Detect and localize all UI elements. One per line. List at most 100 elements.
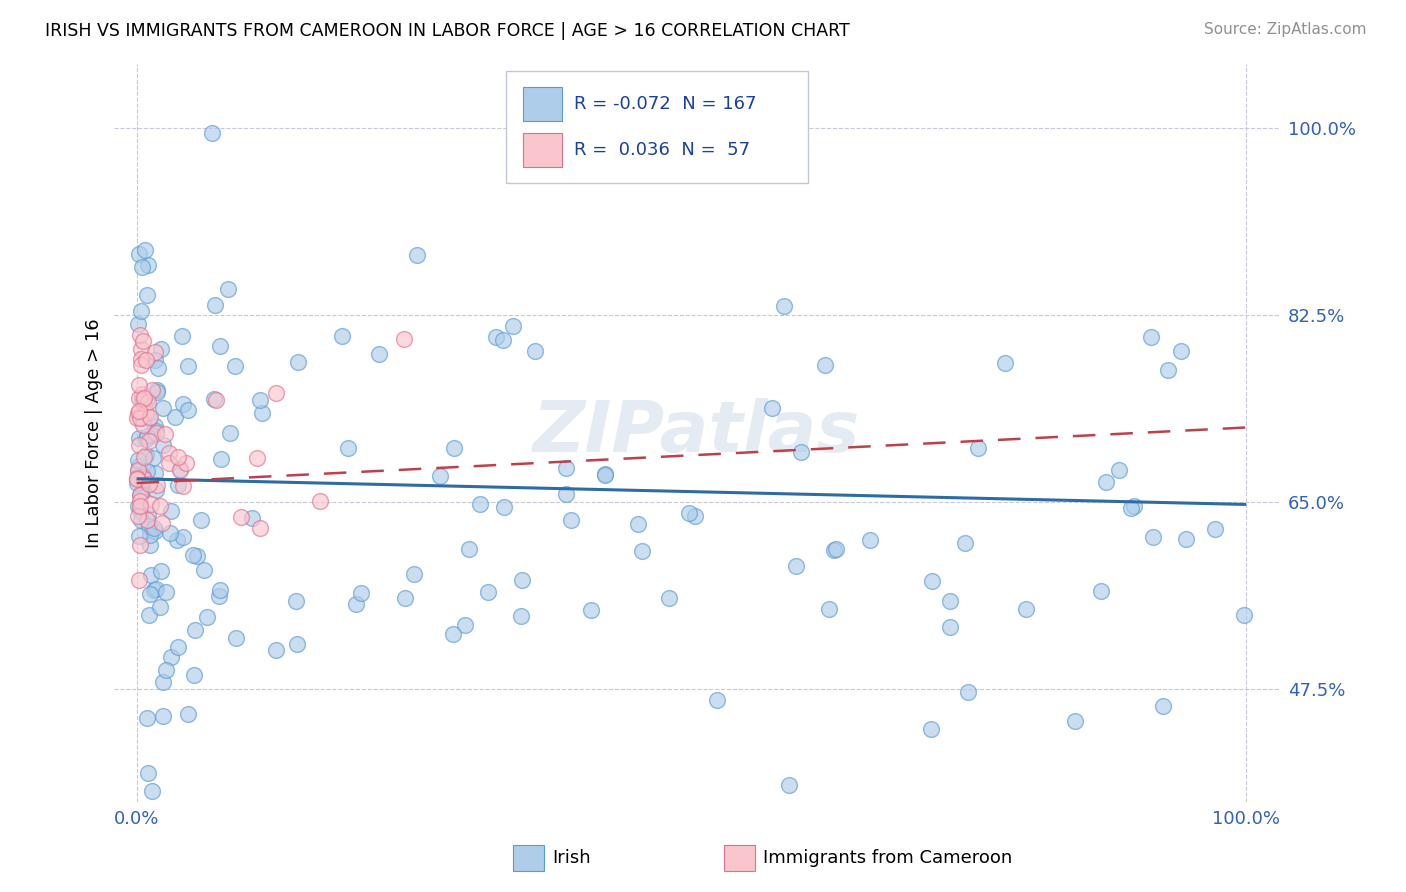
Point <box>190 513 212 527</box>
Point <box>128 493 150 508</box>
Point <box>128 247 150 261</box>
Point <box>773 299 796 313</box>
Point <box>193 563 215 577</box>
Point <box>172 531 194 545</box>
Point <box>177 403 200 417</box>
Point <box>134 391 156 405</box>
Point <box>127 453 149 467</box>
Point <box>627 516 650 531</box>
Point <box>443 441 465 455</box>
Point <box>132 418 155 433</box>
Point <box>264 385 287 400</box>
Point <box>368 347 391 361</box>
Point <box>172 397 194 411</box>
Point <box>142 521 165 535</box>
Point <box>554 460 576 475</box>
Point <box>128 431 150 445</box>
Text: IRISH VS IMMIGRANTS FROM CAMEROON IN LABOR FORCE | AGE > 16 CORRELATION CHART: IRISH VS IMMIGRANTS FROM CAMEROON IN LAB… <box>45 22 849 40</box>
Point <box>138 607 160 622</box>
Point <box>125 411 148 425</box>
Point <box>823 543 845 558</box>
Point <box>683 509 706 524</box>
Point <box>150 342 173 356</box>
Point <box>136 513 159 527</box>
Point <box>141 784 163 798</box>
Point <box>155 585 177 599</box>
Point <box>285 637 308 651</box>
Point <box>145 383 167 397</box>
Point <box>1170 344 1192 359</box>
Point <box>169 463 191 477</box>
Point <box>129 342 152 356</box>
Point <box>630 543 652 558</box>
Point <box>658 591 681 606</box>
Point <box>139 568 162 582</box>
Point <box>128 488 150 502</box>
Point <box>129 410 152 425</box>
Point <box>163 409 186 424</box>
Point <box>218 282 240 296</box>
Point <box>1108 463 1130 477</box>
Point <box>129 538 152 552</box>
Point <box>441 626 464 640</box>
Point <box>149 599 172 614</box>
Point <box>208 589 231 603</box>
Point <box>136 259 159 273</box>
Point <box>136 507 159 521</box>
Point <box>176 706 198 721</box>
Point <box>205 393 228 408</box>
Point <box>132 470 155 484</box>
Point <box>128 573 150 587</box>
Point <box>492 333 515 347</box>
Text: Immigrants from Cameroon: Immigrants from Cameroon <box>763 849 1012 867</box>
Point <box>1064 714 1087 728</box>
Point <box>204 298 226 312</box>
Point <box>285 593 308 607</box>
Point <box>1152 698 1174 713</box>
Point <box>128 404 150 418</box>
Point <box>956 685 979 699</box>
Point <box>706 693 728 707</box>
Point <box>510 574 533 588</box>
Point <box>458 541 481 556</box>
Point <box>135 711 157 725</box>
Point <box>141 427 163 442</box>
Point <box>966 441 988 455</box>
Point <box>337 442 360 456</box>
Point <box>145 582 167 596</box>
Point <box>141 383 163 397</box>
Point <box>135 392 157 406</box>
Point <box>125 476 148 491</box>
Point <box>138 518 160 533</box>
Point <box>200 126 222 140</box>
Text: Source: ZipAtlas.com: Source: ZipAtlas.com <box>1204 22 1367 37</box>
Point <box>131 392 153 407</box>
Point <box>145 385 167 400</box>
Point <box>264 643 287 657</box>
Point <box>129 513 152 527</box>
Point <box>155 664 177 678</box>
Y-axis label: In Labor Force | Age > 16: In Labor Force | Age > 16 <box>86 318 103 548</box>
Point <box>139 497 162 511</box>
Point <box>790 445 813 459</box>
Point <box>160 504 183 518</box>
Point <box>142 451 165 466</box>
Point <box>143 466 166 480</box>
Point <box>195 610 218 624</box>
Point <box>1175 532 1198 546</box>
Point <box>131 260 153 274</box>
Point <box>132 334 155 349</box>
Point <box>152 438 174 452</box>
Point <box>785 558 807 573</box>
Point <box>1123 499 1146 513</box>
Point <box>128 529 150 543</box>
Point <box>404 566 426 581</box>
Point <box>138 434 160 448</box>
Point <box>128 377 150 392</box>
Point <box>149 565 172 579</box>
Point <box>136 766 159 780</box>
Point <box>209 582 232 597</box>
Point <box>1095 475 1118 490</box>
Point <box>921 574 943 588</box>
Point <box>136 288 159 302</box>
